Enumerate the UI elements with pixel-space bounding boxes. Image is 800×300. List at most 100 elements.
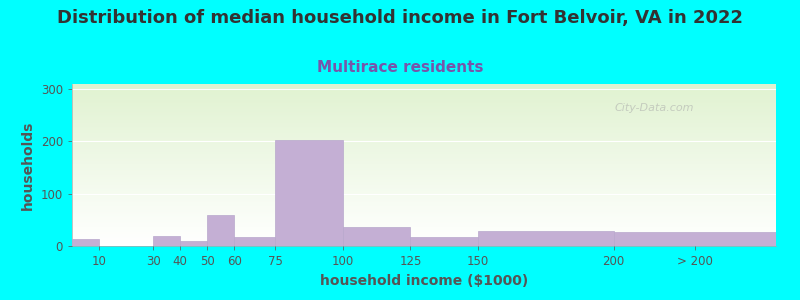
Bar [72, 178, 776, 179]
Bar [72, 169, 776, 170]
Bar [72, 236, 776, 237]
Bar [72, 107, 776, 108]
Bar [72, 96, 776, 97]
Bar [72, 235, 776, 236]
Bar [72, 243, 776, 244]
Bar [72, 142, 776, 143]
Bar [72, 159, 776, 160]
Bar [234, 237, 275, 246]
Bar [72, 110, 776, 111]
Bar [72, 111, 776, 112]
Bar [72, 156, 776, 157]
Bar [72, 227, 776, 228]
Bar [72, 164, 776, 165]
Bar [72, 165, 776, 166]
Bar [72, 240, 776, 241]
Bar [72, 203, 776, 204]
Bar [72, 202, 776, 203]
Bar [72, 141, 776, 142]
Bar [614, 232, 776, 246]
Bar [72, 163, 776, 164]
Bar [72, 212, 776, 213]
Bar [72, 136, 776, 137]
Bar [72, 195, 776, 196]
Bar [72, 223, 776, 224]
Bar [72, 188, 776, 189]
Bar [72, 230, 776, 231]
Bar [72, 187, 776, 188]
Bar [72, 197, 776, 198]
Bar [72, 103, 776, 104]
Bar [72, 182, 776, 183]
Text: Distribution of median household income in Fort Belvoir, VA in 2022: Distribution of median household income … [57, 9, 743, 27]
Bar [72, 136, 776, 137]
Bar [72, 121, 776, 122]
Bar [72, 128, 776, 129]
Bar [72, 193, 776, 194]
Bar [72, 241, 776, 242]
Bar [72, 135, 776, 136]
Bar [72, 150, 776, 151]
Bar [72, 201, 776, 202]
Bar [72, 120, 776, 121]
Bar [72, 196, 776, 197]
Bar [72, 149, 776, 150]
Bar [72, 113, 776, 114]
Bar [72, 228, 776, 229]
Bar [72, 172, 776, 173]
Bar [72, 205, 776, 206]
Bar [72, 134, 776, 135]
Bar [72, 117, 776, 118]
Bar [72, 153, 776, 154]
Bar [72, 97, 776, 98]
Bar [72, 161, 776, 162]
Bar [72, 208, 776, 209]
Bar [72, 138, 776, 139]
Bar [72, 180, 776, 181]
Bar [72, 124, 776, 125]
Bar [72, 185, 776, 186]
Bar [72, 87, 776, 88]
Bar [72, 145, 776, 146]
Bar [72, 137, 776, 138]
Bar [72, 109, 776, 110]
Bar [72, 132, 776, 133]
Bar [72, 199, 776, 200]
Text: Multirace residents: Multirace residents [317, 60, 483, 75]
Bar [72, 89, 776, 90]
Bar [72, 175, 776, 176]
Bar [72, 93, 776, 94]
Bar [72, 127, 776, 128]
Bar [72, 105, 776, 106]
Bar [72, 90, 776, 91]
Bar [72, 167, 776, 168]
Bar [72, 198, 776, 199]
Bar [72, 155, 776, 156]
Bar [275, 140, 342, 246]
Bar [72, 133, 776, 134]
Bar [72, 225, 776, 226]
Bar [207, 214, 234, 246]
Bar [72, 162, 776, 163]
Bar [72, 112, 776, 113]
Bar [72, 229, 776, 230]
Bar [72, 204, 776, 205]
Bar [72, 239, 99, 246]
Bar [72, 146, 776, 147]
Bar [72, 86, 776, 87]
Bar [72, 219, 776, 220]
Bar [72, 91, 776, 92]
Bar [72, 217, 776, 218]
Bar [72, 209, 776, 210]
Bar [72, 173, 776, 174]
Bar [72, 85, 776, 86]
Bar [72, 179, 776, 180]
Bar [72, 221, 776, 222]
Bar [72, 99, 776, 100]
Bar [72, 220, 776, 221]
Bar [72, 207, 776, 208]
Bar [72, 118, 776, 119]
Bar [72, 213, 776, 214]
Bar [72, 139, 776, 140]
Bar [72, 184, 776, 185]
